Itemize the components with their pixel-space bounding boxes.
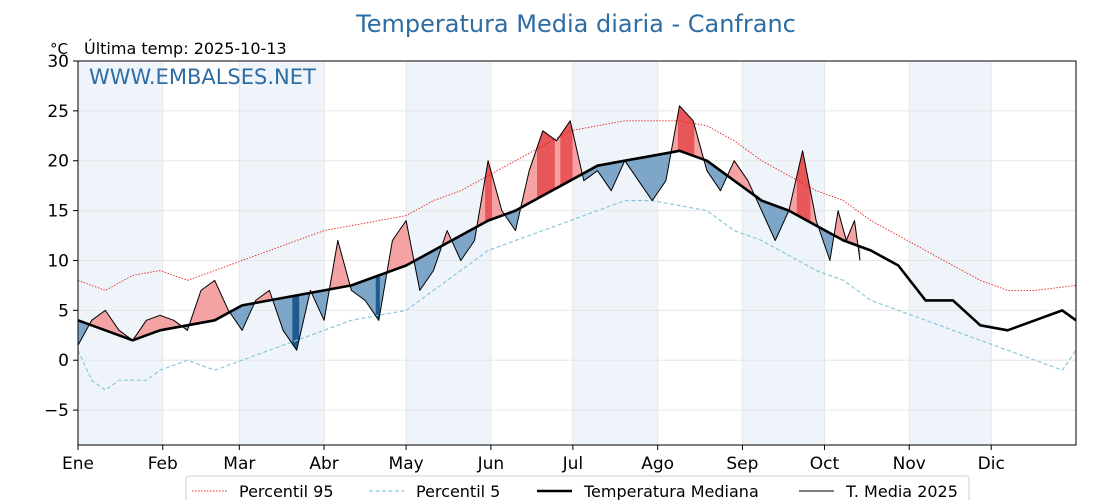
x-tick-label-may: May xyxy=(389,454,424,474)
month-shade-nov xyxy=(909,61,992,445)
series-line-temperatura-mediana xyxy=(77,149,1077,342)
watermark: WWW.EMBALSES.NET xyxy=(89,65,316,89)
legend-label: Percentil 5 xyxy=(416,482,500,500)
x-tick-label-mar: Mar xyxy=(223,454,255,474)
x-tick-label-dic: Dic xyxy=(978,454,1005,474)
series-line-percentil-95 xyxy=(77,120,1077,291)
x-tick-label-jun: Jun xyxy=(477,454,505,474)
y-tick-label: −5 xyxy=(44,401,69,421)
x-tick-label-oct: Oct xyxy=(810,454,840,474)
chart-title: Temperatura Media diaria - Canfranc xyxy=(355,10,796,38)
legend-box xyxy=(185,475,970,500)
y-tick-label: 0 xyxy=(58,351,69,371)
month-shade-jul xyxy=(572,61,658,445)
month-shade-mar xyxy=(239,61,325,445)
y-axis: −5 0 5 10 15 20 25 30 xyxy=(44,52,78,421)
y-tick-label: 15 xyxy=(47,202,69,222)
x-tick-label-ago: Ago xyxy=(641,454,674,474)
x-tick-label-feb: Feb xyxy=(148,454,178,474)
month-shade-may xyxy=(406,61,491,445)
unit-label: °C xyxy=(50,40,68,58)
month-shade-ene xyxy=(78,61,163,445)
x-axis: Ene Feb Mar Abr May Jun Jul Ago Sep Oct Nov Dic xyxy=(62,445,1005,474)
last-temp-label: Última temp: 2025-10-13 xyxy=(84,39,287,58)
legend-label: T. Media 2025 xyxy=(845,482,958,500)
series-line-percentil-5 xyxy=(77,200,1077,391)
legend: Percentil 95 Percentil 5 Temperatura Media… xyxy=(185,475,970,500)
legend-label: Percentil 95 xyxy=(239,482,334,500)
y-tick-label: 25 xyxy=(47,102,69,122)
y-tick-label: 5 xyxy=(58,301,69,321)
x-tick-label-ene: Ene xyxy=(62,454,94,474)
y-tick-label: 10 xyxy=(47,251,69,271)
y-tick-label: 20 xyxy=(47,152,69,172)
x-tick-label-nov: Nov xyxy=(893,454,926,474)
series-line-t-media-2025 xyxy=(77,105,861,351)
series-lines xyxy=(77,105,1077,391)
plot-background xyxy=(78,61,992,445)
plot-frame xyxy=(77,60,1077,446)
legend-label: Temperatura Mediana xyxy=(583,482,759,500)
x-tick-label-jul: Jul xyxy=(562,454,584,474)
x-tick-label-sep: Sep xyxy=(726,454,758,474)
x-tick-label-abr: Abr xyxy=(309,454,338,474)
y-tick-label: 30 xyxy=(47,52,69,72)
